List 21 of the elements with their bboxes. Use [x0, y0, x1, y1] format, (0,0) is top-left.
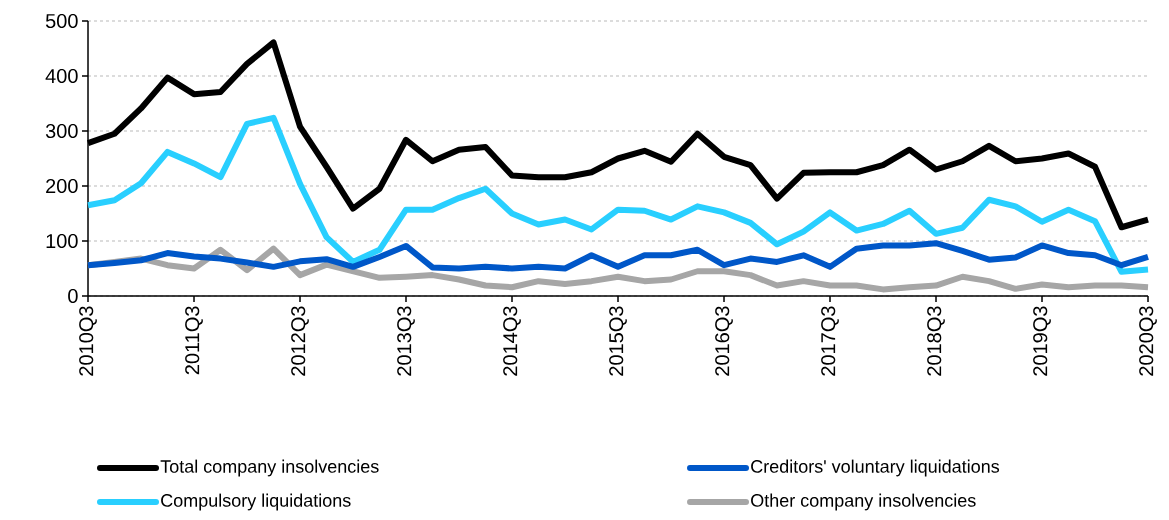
- y-tick-label: 300: [45, 123, 78, 139]
- x-tick-label: 2018Q3: [927, 306, 945, 376]
- y-tick-label: 500: [45, 13, 78, 29]
- x-tick-label: 2013Q3: [397, 306, 415, 376]
- y-tick-label: 0: [68, 288, 78, 304]
- x-tick-label: 2019Q3: [1033, 306, 1051, 376]
- y-tick-label: 200: [46, 178, 78, 194]
- legend-label: Creditors' voluntary liquidations: [751, 459, 1000, 477]
- x-tick-label: 2011Q3: [185, 306, 203, 375]
- legend-label: Other company insolvencies: [751, 493, 976, 511]
- x-tick-label: 2020Q3: [1139, 306, 1157, 376]
- x-tick-label: 2015Q3: [609, 306, 627, 376]
- y-tick-label: 400: [45, 68, 78, 84]
- legend-label: Compulsory liquidations: [161, 493, 351, 511]
- x-tick-label: 2016Q3: [715, 306, 733, 376]
- x-tick-label: 2010Q3: [79, 306, 97, 376]
- x-tick-label: 2014Q3: [503, 306, 521, 376]
- legend-label: Total company insolvencies: [160, 459, 379, 477]
- x-tick-label: 2017Q3: [821, 306, 839, 376]
- x-tick-label: 2012Q3: [291, 306, 309, 376]
- y-tick-label: 100: [46, 233, 78, 249]
